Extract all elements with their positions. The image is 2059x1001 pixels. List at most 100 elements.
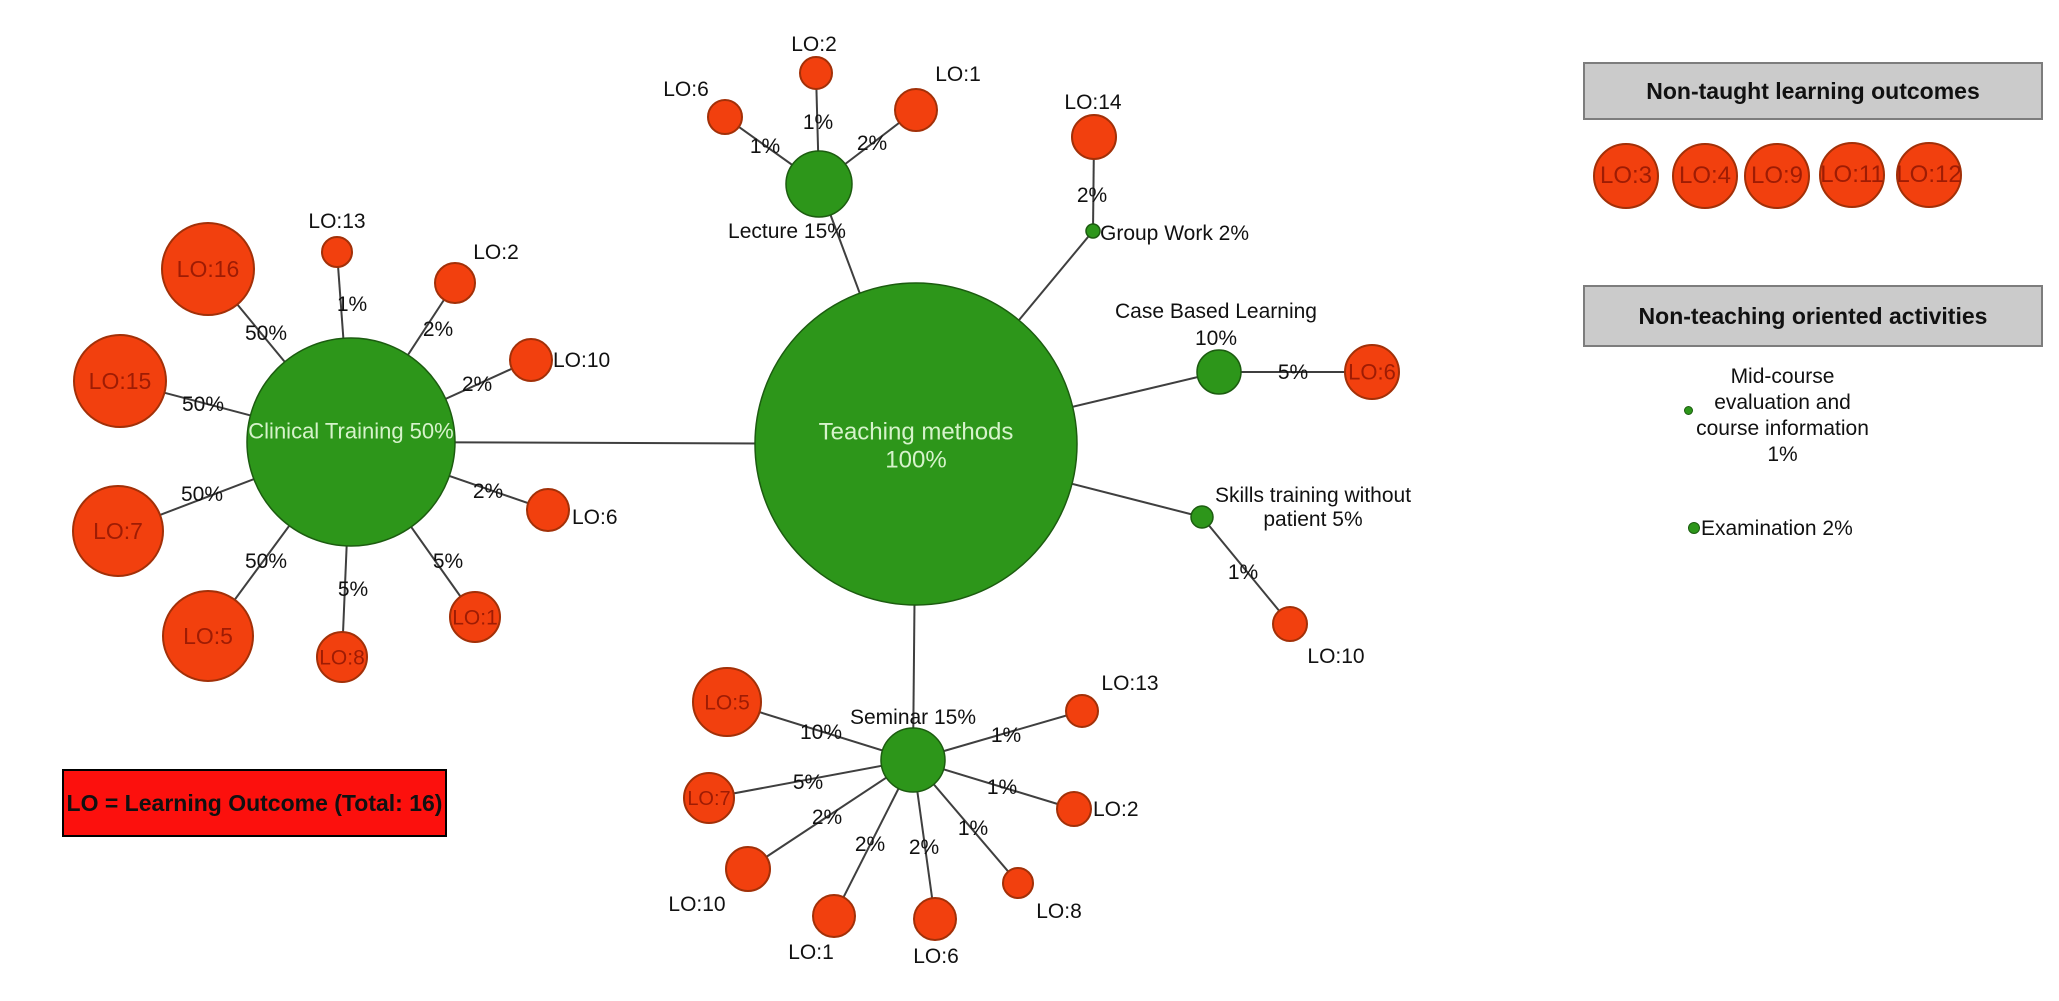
edge-label-lecture-lo1b: 2% <box>857 132 887 155</box>
node-lo1a <box>449 591 501 643</box>
label-lo2b: LO:2 <box>791 33 837 56</box>
label-lo10b: LO:10 <box>668 893 725 916</box>
label-teaching: 100% <box>885 446 946 473</box>
edge-label-clinical-lo1a: 5% <box>433 550 463 573</box>
non-taught-outcome-label: LO:12 <box>1896 161 1962 188</box>
node-lo13a <box>321 236 353 268</box>
label-lo13a: LO:13 <box>308 210 365 233</box>
label-lo7a: LO:7 <box>93 518 143 544</box>
node-lo6a <box>526 488 570 532</box>
non-taught-outcome-circle: LO:3 <box>1593 143 1659 209</box>
edge-seminar-lo10b <box>747 759 914 870</box>
node-lo10a <box>509 338 553 382</box>
label-lo6c: LO:6 <box>913 945 959 968</box>
label-groupwork: Group Work 2% <box>1100 222 1249 245</box>
label-lo14: LO:14 <box>1064 91 1122 114</box>
label-skills: Skills training without <box>1215 484 1411 507</box>
label-lo10c: LO:10 <box>1307 645 1364 668</box>
label-lo5b: LO:5 <box>704 691 750 714</box>
lo-legend-label: LO = Learning Outcome (Total: 16) <box>66 789 443 816</box>
label-lo2a: LO:2 <box>473 241 519 264</box>
edge-label-clinical-lo15: 50% <box>182 393 224 416</box>
label-skills: patient 5% <box>1263 508 1362 531</box>
label-lo16: LO:16 <box>177 256 240 282</box>
node-skills <box>1190 505 1214 529</box>
label-seminar: Seminar 15% <box>850 706 976 729</box>
node-lo5b <box>692 667 762 737</box>
node-lo5a <box>162 590 254 682</box>
node-lo7a <box>72 485 164 577</box>
node-lo8b <box>1002 867 1034 899</box>
non-taught-panel-title: Non-taught learning outcomes <box>1646 77 1980 104</box>
label-lo5a: LO:5 <box>183 623 233 649</box>
edge-label-clinical-lo5a: 50% <box>245 550 287 573</box>
node-lo8a <box>316 631 368 683</box>
edge-label-clinical-lo16: 50% <box>245 322 287 345</box>
node-groupwork <box>1085 223 1101 239</box>
midcourse-line: 1% <box>1767 443 1798 466</box>
non-taught-outcome-label: LO:4 <box>1678 162 1732 189</box>
label-lo2c: LO:2 <box>1093 798 1139 821</box>
non-taught-outcome-label: LO:3 <box>1599 162 1653 189</box>
non-taught-outcome-circle: LO:4 <box>1672 143 1738 209</box>
node-lo10c <box>1272 606 1308 642</box>
midcourse-line: Mid-course <box>1730 365 1835 388</box>
node-lo6b <box>707 99 743 135</box>
edge-label-seminar-lo2c: 1% <box>987 776 1017 799</box>
edge-label-clinical-lo13a: 1% <box>337 293 367 316</box>
midcourse-bullet-dot-icon <box>1684 406 1693 415</box>
label-cbl: 10% <box>1195 327 1237 350</box>
node-lo2a <box>434 262 476 304</box>
node-seminar <box>880 727 946 793</box>
edge-label-clinical-lo6a: 2% <box>473 480 503 503</box>
label-lo6a: LO:6 <box>572 506 618 529</box>
edge-label-clinical-lo7a: 50% <box>181 483 223 506</box>
non-taught-outcome-circle: LO:12 <box>1896 142 1962 208</box>
edge-label-skills-lo10c: 1% <box>1228 561 1258 584</box>
label-lo7b: LO:7 <box>687 788 730 810</box>
label-clinical: Clinical Training 50% <box>248 419 453 444</box>
edge-label-lecture-lo6b: 1% <box>750 135 780 158</box>
lo-legend-box: LO = Learning Outcome (Total: 16) <box>62 769 447 837</box>
midcourse-evaluation-item: Mid-course evaluation and course informa… <box>1690 364 1875 468</box>
edge-label-seminar-lo5b: 10% <box>800 721 842 744</box>
label-lo1c: LO:1 <box>788 941 834 964</box>
midcourse-line: course information <box>1696 417 1869 440</box>
node-lo15 <box>73 334 167 428</box>
label-lo8a: LO:8 <box>319 646 365 669</box>
non-taught-outcome-label: LO:9 <box>1750 162 1804 189</box>
node-lo10b <box>725 846 771 892</box>
node-lo13b <box>1065 694 1099 728</box>
node-lo1c <box>812 894 856 938</box>
non-taught-outcome-circle: LO:11 <box>1819 142 1885 208</box>
non-taught-outcome-circle: LO:9 <box>1744 143 1810 209</box>
non-teaching-panel-title: Non-teaching oriented activities <box>1638 302 1988 329</box>
non-taught-outcome-label: LO:11 <box>1820 161 1884 188</box>
edge-seminar-lo7b <box>708 759 914 799</box>
node-teaching <box>754 282 1078 606</box>
node-cbl <box>1196 349 1242 395</box>
edge-skills-lo10c <box>1201 516 1291 625</box>
midcourse-line: evaluation and <box>1714 391 1851 414</box>
edge-label-cbl-lo6d: 5% <box>1278 361 1308 384</box>
node-lo2c <box>1056 791 1092 827</box>
node-clinical <box>246 337 456 547</box>
non-taught-panel-header: Non-taught learning outcomes <box>1583 62 2043 120</box>
label-lo1a: LO:1 <box>452 606 498 629</box>
label-lo6d: LO:6 <box>1348 360 1396 385</box>
label-lo6b: LO:6 <box>663 78 709 101</box>
edge-label-seminar-lo8b: 1% <box>958 817 988 840</box>
label-teaching: Teaching methods <box>819 418 1014 445</box>
edge-label-clinical-lo8a: 5% <box>338 578 368 601</box>
edge-label-seminar-lo7b: 5% <box>793 771 823 794</box>
examination-item: Examination 2% <box>1701 517 1853 540</box>
label-lo10a: LO:10 <box>553 349 610 372</box>
edge-label-seminar-lo6c: 2% <box>909 836 939 859</box>
node-lo1b <box>894 88 938 132</box>
node-lecture <box>785 150 853 218</box>
label-lo8b: LO:8 <box>1036 900 1082 923</box>
node-lo14 <box>1071 114 1117 160</box>
label-lo15: LO:15 <box>89 368 152 394</box>
